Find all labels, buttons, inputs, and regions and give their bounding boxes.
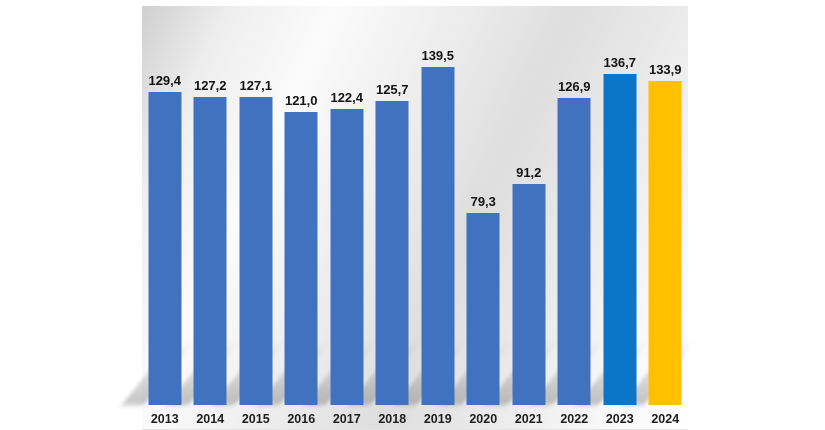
bar-2019 (421, 67, 455, 405)
bar-2015 (239, 97, 273, 405)
x-axis-label: 2020 (469, 412, 498, 426)
bar-value-label: 127,1 (239, 78, 273, 93)
x-axis-label: 2022 (560, 412, 589, 426)
x-axis-label: 2016 (287, 412, 316, 426)
bar-2021 (512, 184, 546, 405)
bar-value-label: 79,3 (470, 194, 496, 209)
bar-value-label: 121,0 (284, 93, 318, 108)
x-axis-label: 2018 (378, 412, 407, 426)
bar-value-label: 133,9 (648, 62, 682, 77)
bar-2013 (148, 92, 182, 405)
bar-value-label: 125,7 (375, 82, 409, 97)
bar-value-label: 127,2 (193, 78, 227, 93)
x-axis-label: 2023 (605, 412, 634, 426)
bar-value-label: 139,5 (421, 48, 455, 63)
bar-column: 133,9 2024 (622, 6, 695, 429)
bar-column: 125,7 2018 (349, 6, 422, 429)
x-axis-label: 2021 (514, 412, 543, 426)
bar-column: 127,1 2015 (212, 6, 285, 429)
bar-column: 121,0 2016 (258, 6, 331, 429)
x-axis-label: 2017 (332, 412, 361, 426)
bar-2024 (648, 81, 682, 405)
bar-column: 79,3 2020 (440, 6, 513, 429)
bar-2022 (557, 98, 591, 405)
bar-value-label: 126,9 (557, 79, 591, 94)
x-axis-label: 2024 (651, 412, 680, 426)
bar-column: 129,4 2013 (121, 6, 194, 429)
x-axis-label: 2013 (150, 412, 179, 426)
bar-2014 (193, 97, 227, 405)
bar-2020 (466, 213, 500, 405)
x-axis-label: 2014 (196, 412, 225, 426)
bar-2018 (375, 101, 409, 405)
bar-2017 (330, 109, 364, 405)
bar-column: 136,7 2023 (576, 6, 649, 429)
bar-value-label: 122,4 (330, 90, 364, 105)
bar-2023 (603, 74, 637, 405)
bar-column: 127,2 2014 (167, 6, 240, 429)
bar-column: 91,2 2021 (485, 6, 558, 429)
bar-value-label: 136,7 (603, 55, 637, 70)
bar-value-label: 129,4 (148, 73, 182, 88)
bar-2016 (284, 112, 318, 405)
plot-area: 129,4 2013 127,2 2014 127,1 2015 121,0 2016 122,… (121, 6, 695, 430)
bar-column: 126,9 2022 (531, 6, 604, 429)
bar-column: 122,4 2017 (303, 6, 376, 429)
bar-value-label: 91,2 (516, 165, 542, 180)
x-axis-label: 2015 (241, 412, 270, 426)
x-axis-label: 2019 (423, 412, 452, 426)
bar-column: 139,5 2019 (394, 6, 467, 429)
